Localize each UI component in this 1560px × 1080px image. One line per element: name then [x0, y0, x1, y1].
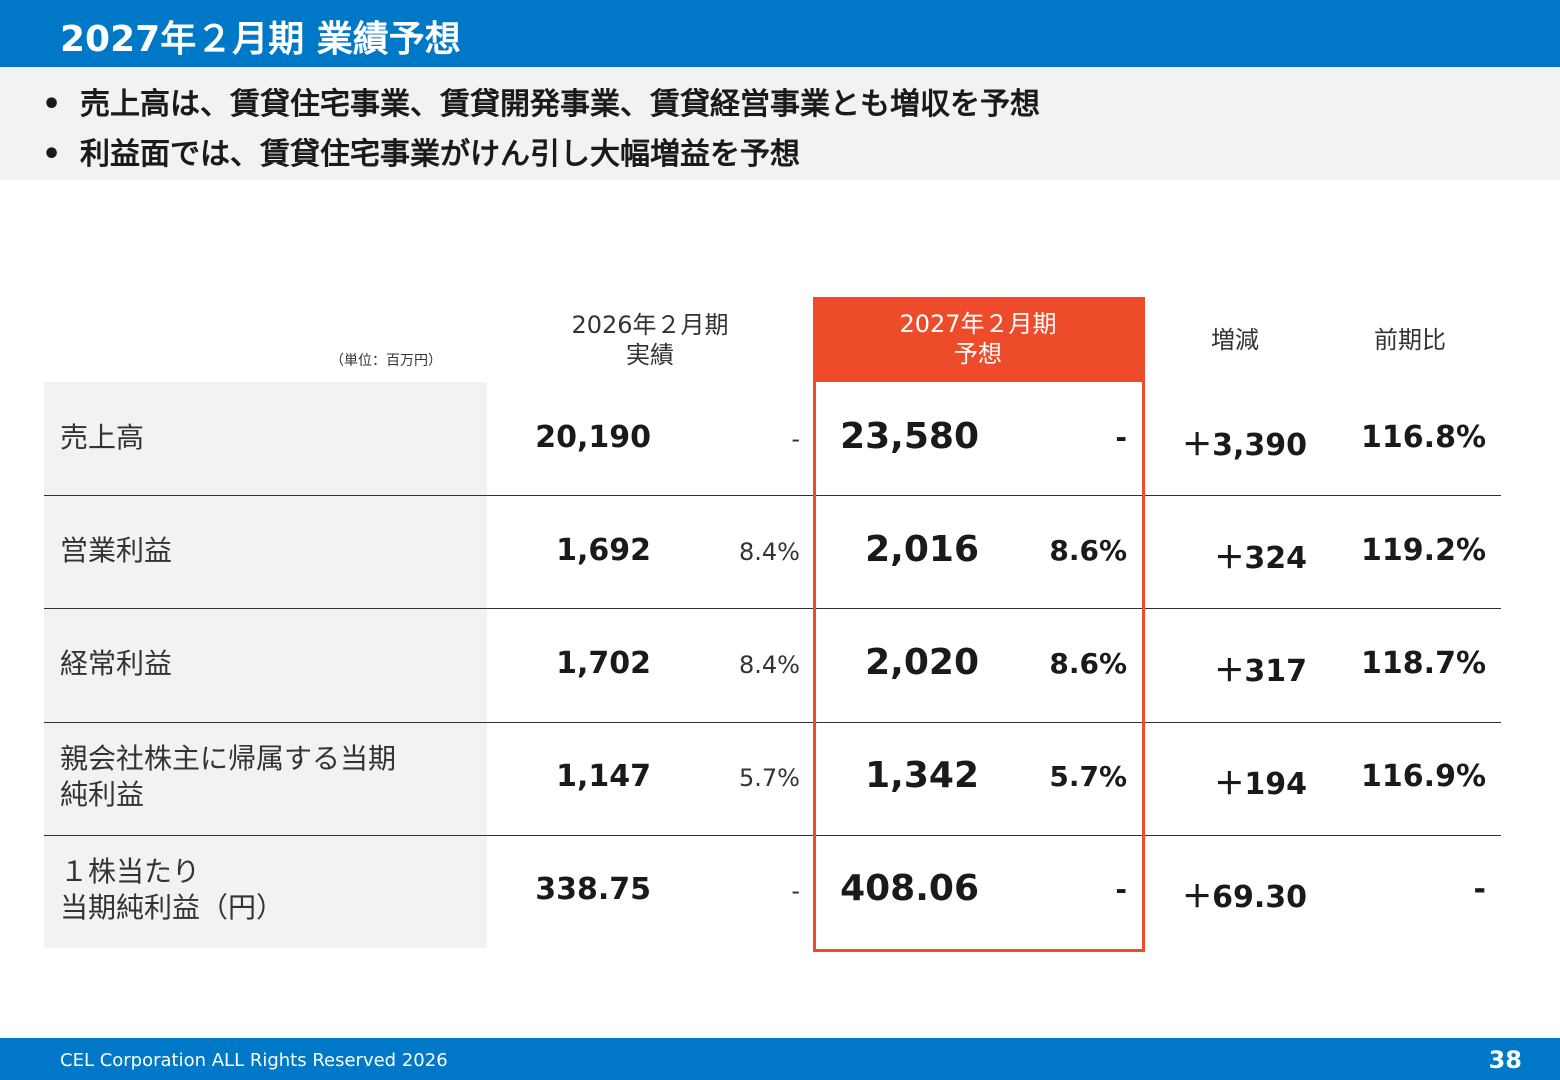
row-label-line: 純利益: [60, 778, 145, 811]
forecast-margin: 8.6%: [1049, 534, 1127, 567]
prev-margin: 8.4%: [739, 538, 800, 566]
unit-note: （単位：百万円）: [330, 353, 442, 369]
summary-bullet-text: 売上高は、賃貸住宅事業、賃貸開発事業、賃貸経営事業とも増収を予想: [80, 87, 1040, 122]
column-header-prev-actual: 2026年２月期 実績: [530, 310, 770, 370]
prev-margin: -: [791, 877, 800, 905]
row-label: 親会社株主に帰属する当期 純利益: [60, 741, 396, 813]
forecast-value: 23,580: [840, 416, 979, 457]
bullet-dot-icon: •: [42, 87, 62, 122]
summary-bullet: • 売上高は、賃貸住宅事業、賃貸開発事業、賃貸経営事業とも増収を予想: [42, 79, 1040, 123]
column-header-forecast: 2027年２月期 予想: [813, 309, 1143, 369]
ratio-value: 116.9%: [1361, 759, 1486, 794]
column-header-prev-kind: 実績: [626, 341, 674, 369]
prev-margin: -: [791, 425, 800, 453]
column-header-forecast-kind: 予想: [954, 340, 1002, 368]
forecast-margin: -: [1115, 421, 1127, 454]
row-label: 経常利益: [60, 647, 173, 680]
forecast-value: 1,342: [865, 755, 979, 796]
row-label-cell: 経常利益: [44, 609, 487, 722]
column-header-forecast-period: 2027年２月期: [899, 310, 1057, 338]
forecast-value: 2,020: [865, 642, 979, 683]
ratio-value: -: [1473, 872, 1486, 907]
forecast-highlight-frame: [813, 297, 1145, 952]
row-divider: [44, 722, 1501, 723]
row-label-cell: １株当たり 当期純利益（円）: [44, 836, 487, 948]
prev-margin: 5.7%: [739, 764, 800, 792]
row-divider: [44, 835, 1501, 836]
row-label: 売上高: [60, 421, 145, 454]
column-header-diff: 増減: [1211, 326, 1259, 354]
copyright-text: CEL Corporation ALL Rights Reserved 2026: [60, 1050, 448, 1071]
diff-value: ＋317: [1214, 654, 1307, 689]
ratio-value: 116.8%: [1361, 420, 1486, 455]
row-label: １株当たり 当期純利益（円）: [60, 854, 284, 926]
bullet-dot-icon: •: [42, 137, 62, 172]
diff-value: ＋69.30: [1182, 880, 1307, 915]
column-header-prev-period: 2026年２月期: [571, 311, 729, 339]
forecast-margin: 5.7%: [1049, 760, 1127, 793]
summary-bullet: • 利益面では、賃貸住宅事業がけん引し大幅増益を予想: [42, 129, 800, 173]
forecast-margin: 8.6%: [1049, 647, 1127, 680]
row-divider: [44, 608, 1501, 609]
prev-value: 1,692: [556, 533, 651, 568]
prev-margin: 8.4%: [739, 651, 800, 679]
prev-value: 1,147: [556, 759, 651, 794]
row-label-line: １株当たり: [60, 855, 201, 888]
summary-bullet-text: 利益面では、賃貸住宅事業がけん引し大幅増益を予想: [80, 137, 800, 172]
ratio-value: 118.7%: [1361, 646, 1486, 681]
diff-value: ＋3,390: [1182, 428, 1307, 463]
slide-header: 2027年２月期 業績予想: [0, 0, 1560, 67]
slide-title: 2027年２月期 業績予想: [60, 19, 461, 60]
row-label-line: 親会社株主に帰属する当期: [60, 742, 397, 775]
column-header-ratio: 前期比: [1374, 326, 1446, 354]
ratio-value: 119.2%: [1361, 533, 1486, 568]
forecast-header-background: [813, 297, 1143, 382]
prev-value: 20,190: [535, 420, 651, 455]
forecast-value: 408.06: [840, 868, 979, 909]
summary-panel: • 売上高は、賃貸住宅事業、賃貸開発事業、賃貸経営事業とも増収を予想 • 利益面では…: [0, 67, 1560, 180]
prev-value: 338.75: [535, 872, 651, 907]
forecast-margin: -: [1115, 873, 1127, 906]
row-divider: [44, 495, 1501, 496]
diff-value: ＋324: [1214, 541, 1307, 576]
prev-value: 1,702: [556, 646, 651, 681]
diff-value: ＋194: [1214, 767, 1307, 802]
row-label-cell: 営業利益: [44, 496, 487, 608]
row-label: 営業利益: [60, 534, 173, 567]
row-label-cell: 親会社株主に帰属する当期 純利益: [44, 723, 487, 835]
row-label-cell: 売上高: [44, 382, 487, 495]
row-label-line: 当期純利益（円）: [60, 891, 285, 924]
slide-footer: CEL Corporation ALL Rights Reserved 2026…: [0, 1038, 1560, 1080]
forecast-value: 2,016: [865, 529, 979, 570]
page-number: 38: [1488, 1046, 1522, 1074]
